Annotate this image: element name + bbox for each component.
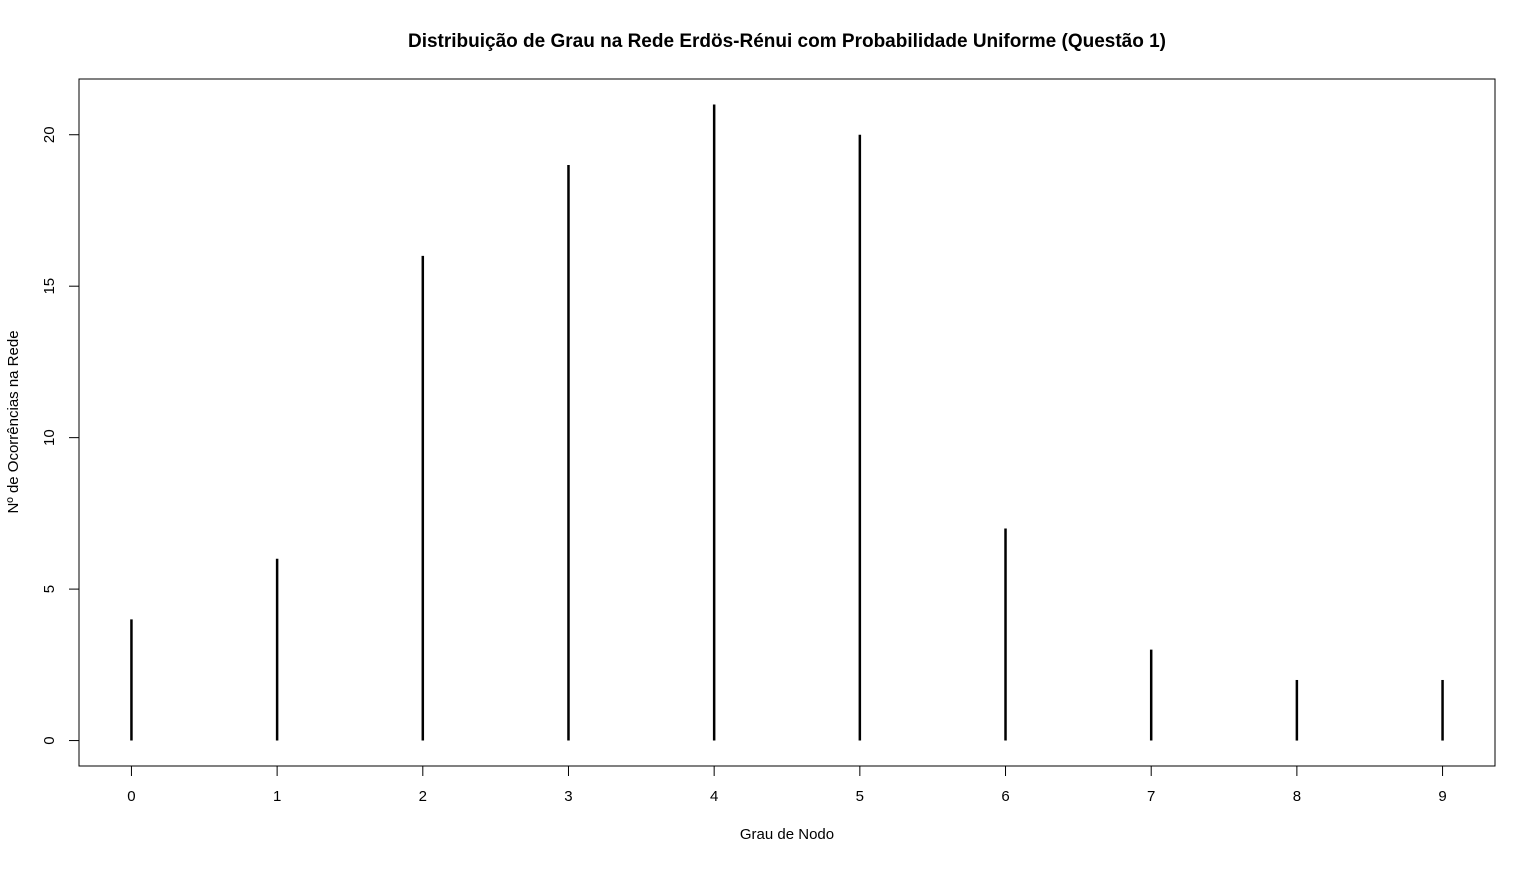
y-axis-label: Nº de Ocorrências na Rede bbox=[5, 330, 22, 513]
x-tick-label-6: 6 bbox=[1001, 788, 1009, 805]
x-axis: 0 1 2 3 4 5 6 7 8 9 bbox=[127, 765, 1447, 805]
x-tick-label-3: 3 bbox=[564, 788, 572, 805]
y-axis: 0 5 10 15 20 bbox=[41, 126, 80, 745]
x-tick-label-2: 2 bbox=[419, 788, 427, 805]
y-tick-label-15: 15 bbox=[41, 278, 58, 295]
plot-frame bbox=[78, 78, 1496, 767]
x-tick-label-4: 4 bbox=[710, 788, 718, 805]
y-tick-label-5: 5 bbox=[41, 585, 58, 593]
x-tick-label-0: 0 bbox=[127, 788, 135, 805]
y-tick-label-10: 10 bbox=[41, 429, 58, 446]
x-tick-label-8: 8 bbox=[1293, 788, 1301, 805]
x-tick-label-7: 7 bbox=[1147, 788, 1155, 805]
x-axis-label: Grau de Nodo bbox=[740, 826, 834, 843]
x-tick-label-5: 5 bbox=[856, 788, 864, 805]
x-tick-label-1: 1 bbox=[273, 788, 281, 805]
bars-group bbox=[130, 104, 1444, 741]
x-tick-label-9: 9 bbox=[1438, 788, 1446, 805]
y-tick-label-0: 0 bbox=[41, 736, 58, 744]
y-tick-label-20: 20 bbox=[41, 126, 58, 143]
chart-title: Distribuição de Grau na Rede Erdös-Rénui… bbox=[408, 31, 1166, 52]
